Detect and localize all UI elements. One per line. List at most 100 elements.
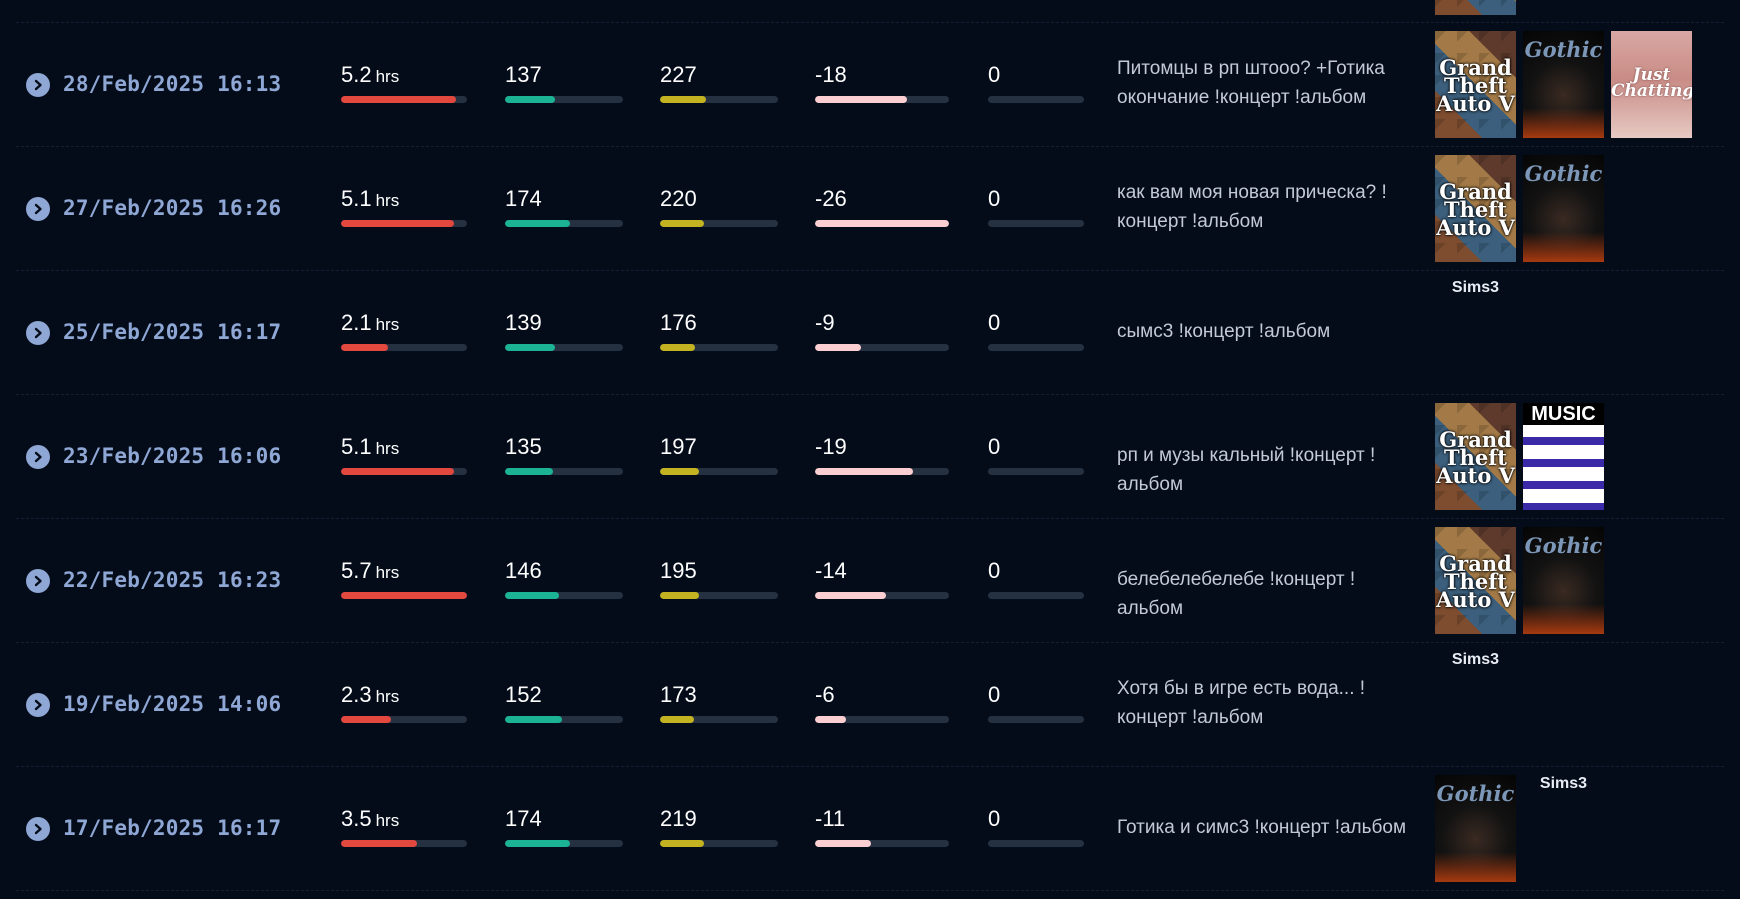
chevron-right-icon bbox=[34, 203, 42, 215]
followers-value: -11 bbox=[815, 806, 846, 831]
followers-bar bbox=[815, 716, 949, 723]
game-thumbnail-label: Sims3 bbox=[1451, 651, 1500, 668]
expand-row-button[interactable] bbox=[26, 569, 50, 593]
expand-row-button[interactable] bbox=[26, 445, 50, 469]
average-viewers-bar bbox=[505, 220, 623, 227]
gta-game-thumbnail[interactable]: Grand Theft Auto V bbox=[1435, 155, 1516, 262]
game-thumbnail-label: Gothic bbox=[1524, 533, 1603, 558]
peak-viewers-bar bbox=[660, 716, 778, 723]
stream-row[interactable]: 19/Feb/2025 14:06 2.3 hrs 152 173 -6 0 Хо… bbox=[16, 643, 1724, 767]
game-thumbnail-label: Sims3 bbox=[1451, 279, 1500, 296]
subscribers-bar bbox=[988, 840, 1084, 847]
peak-viewers-value: 219 bbox=[660, 806, 697, 831]
followers-change: -11 bbox=[815, 806, 949, 847]
hours-value: 5.7 bbox=[341, 558, 372, 583]
average-viewers: 135 bbox=[505, 434, 623, 475]
hours-unit: hrs bbox=[375, 687, 400, 706]
peak-viewers-value: 173 bbox=[660, 682, 697, 707]
hours-unit: hrs bbox=[375, 811, 400, 830]
followers-value: -6 bbox=[815, 682, 835, 707]
gothic-game-thumbnail[interactable]: Gothic bbox=[1523, 155, 1604, 262]
stream-row[interactable]: 17/Feb/2025 16:17 3.5 hrs 174 219 -11 0 Г… bbox=[16, 767, 1724, 891]
average-viewers-value: 152 bbox=[505, 682, 542, 707]
sims3-game-thumbnail[interactable]: Sims3 bbox=[1523, 0, 1604, 15]
average-viewers-bar bbox=[505, 96, 623, 103]
peak-viewers-bar bbox=[660, 220, 778, 227]
average-viewers-value: 139 bbox=[505, 310, 542, 335]
average-viewers: 139 bbox=[505, 310, 623, 351]
stream-date: 22/Feb/2025 16:23 bbox=[63, 568, 282, 592]
game-thumbnails: Sims3 bbox=[1435, 279, 1516, 386]
chevron-right-icon bbox=[34, 699, 42, 711]
subscribers-bar bbox=[988, 468, 1084, 475]
chevron-right-icon bbox=[34, 451, 42, 463]
chevron-right-icon bbox=[34, 823, 42, 835]
gta-game-thumbnail[interactable]: Grand Theft Auto V bbox=[1435, 403, 1516, 510]
followers-change: -9 bbox=[815, 310, 949, 351]
expand-row-button[interactable] bbox=[26, 817, 50, 841]
expand-row-button[interactable] bbox=[26, 73, 50, 97]
gothic-game-thumbnail[interactable]: Gothic bbox=[1435, 775, 1516, 882]
game-thumbnail-label: Just Chatting bbox=[1611, 65, 1692, 101]
game-thumbnails: Grand Theft Auto V Gothic Just Chatting bbox=[1435, 31, 1692, 138]
gta-game-thumbnail[interactable]: Grand Theft Auto V bbox=[1435, 527, 1516, 634]
subscribers-change: 0 bbox=[988, 186, 1084, 227]
followers-value: -9 bbox=[815, 310, 835, 335]
hours-unit: hrs bbox=[375, 563, 400, 582]
stream-date: 23/Feb/2025 16:06 bbox=[63, 444, 282, 468]
gothic-game-thumbnail[interactable]: Gothic bbox=[1523, 31, 1604, 138]
stream-row[interactable]: 25/Feb/2025 16:17 2.1 hrs 139 176 -9 0 сы… bbox=[16, 271, 1724, 395]
game-thumbnail-label: MUSIC bbox=[1531, 403, 1596, 425]
expand-row-button[interactable] bbox=[26, 693, 50, 717]
subscribers-bar bbox=[988, 344, 1084, 351]
gothic-game-thumbnail[interactable]: Gothic bbox=[1523, 527, 1604, 634]
average-viewers: 174 bbox=[505, 186, 623, 227]
subscribers-value: 0 bbox=[988, 806, 1001, 831]
stream-date: 17/Feb/2025 16:17 bbox=[63, 816, 282, 840]
sims3-game-thumbnail[interactable]: Sims3 bbox=[1435, 651, 1516, 758]
hours-streamed: 5.2 hrs bbox=[341, 62, 467, 103]
stream-row[interactable]: 28/Feb/2025 16:13 5.2 hrs 137 227 -18 0 П… bbox=[16, 23, 1724, 147]
stream-title: Готика и симс3 !концерт !альбом bbox=[1117, 816, 1407, 838]
hours-value: 3.5 bbox=[341, 806, 372, 831]
gta-game-thumbnail[interactable]: Grand Theft Auto V bbox=[1435, 31, 1516, 138]
average-viewers-bar bbox=[505, 344, 623, 351]
peak-viewers-bar bbox=[660, 840, 778, 847]
peak-viewers-value: 220 bbox=[660, 186, 697, 211]
average-viewers-bar bbox=[505, 716, 623, 723]
subscribers-change: 0 bbox=[988, 434, 1084, 475]
subscribers-change: 0 bbox=[988, 806, 1084, 847]
game-thumbnail-label: Sims3 bbox=[1539, 775, 1588, 792]
stream-row[interactable]: 22/Feb/2025 16:23 5.7 hrs 146 195 -14 0 б… bbox=[16, 519, 1724, 643]
sims3-game-thumbnail[interactable]: Sims3 bbox=[1435, 279, 1516, 386]
hours-value: 5.2 bbox=[341, 62, 372, 87]
followers-bar bbox=[815, 592, 949, 599]
stream-history-table: Grand Theft Auto V Sims3 28/Feb/2025 16:1… bbox=[16, 0, 1724, 891]
followers-change: -19 bbox=[815, 434, 949, 475]
average-viewers-value: 137 bbox=[505, 62, 542, 87]
expand-row-button[interactable] bbox=[26, 197, 50, 221]
peak-viewers: 197 bbox=[660, 434, 778, 475]
music-game-thumbnail[interactable]: MUSIC bbox=[1523, 403, 1604, 510]
game-thumbnail-label: Grand Theft Auto V bbox=[1436, 55, 1515, 116]
hours-bar bbox=[341, 220, 467, 227]
peak-viewers: 227 bbox=[660, 62, 778, 103]
stream-title: как вам моя новая прическа? !концерт !ал… bbox=[1117, 182, 1387, 232]
gta-game-thumbnail[interactable]: Grand Theft Auto V bbox=[1435, 0, 1516, 15]
stream-row[interactable]: 23/Feb/2025 16:06 5.1 hrs 135 197 -19 0 р… bbox=[16, 395, 1724, 519]
stream-title: Питомцы в рп штооо? +Готика окончание !к… bbox=[1117, 58, 1385, 108]
hours-bar bbox=[341, 592, 467, 599]
followers-bar bbox=[815, 344, 949, 351]
followers-value: -26 bbox=[815, 186, 847, 211]
hours-bar bbox=[341, 840, 467, 847]
stream-row[interactable]: 27/Feb/2025 16:26 5.1 hrs 174 220 -26 0 к… bbox=[16, 147, 1724, 271]
stream-row-partial: Grand Theft Auto V Sims3 bbox=[16, 0, 1724, 23]
hours-unit: hrs bbox=[375, 191, 400, 210]
chat-game-thumbnail[interactable]: Just Chatting bbox=[1611, 31, 1692, 138]
peak-viewers: 219 bbox=[660, 806, 778, 847]
peak-viewers-bar bbox=[660, 344, 778, 351]
expand-row-button[interactable] bbox=[26, 321, 50, 345]
sims3-game-thumbnail[interactable]: Sims3 bbox=[1523, 775, 1604, 882]
peak-viewers-value: 227 bbox=[660, 62, 697, 87]
game-thumbnails: Gothic Sims3 bbox=[1435, 775, 1604, 882]
